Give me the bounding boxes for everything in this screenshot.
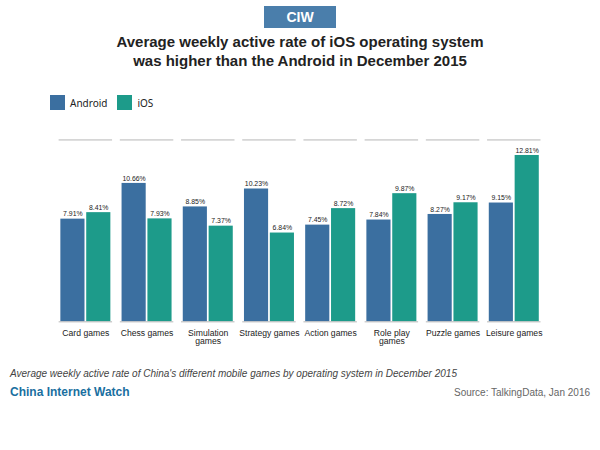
svg-text:Chess games: Chess games bbox=[121, 328, 174, 338]
html-text:Average weekly active rate of: Average weekly active rate of iOS operat… bbox=[116, 33, 484, 69]
svg-text:10.23%: 10.23% bbox=[245, 180, 268, 187]
svg-text:9.15%: 9.15% bbox=[492, 194, 512, 201]
svg-text:Leisure games: Leisure games bbox=[486, 328, 542, 338]
svg-text:12.81%: 12.81% bbox=[515, 147, 538, 154]
svg-text:7.37%: 7.37% bbox=[211, 217, 231, 224]
svg-text:6.84%: 6.84% bbox=[273, 224, 293, 231]
svg-text:9.17%: 9.17% bbox=[456, 194, 476, 201]
svg-text:Simulationgames: Simulationgames bbox=[188, 328, 228, 347]
svg-text:10.66%: 10.66% bbox=[122, 175, 145, 182]
svg-text:7.45%: 7.45% bbox=[308, 216, 328, 223]
svg-text:7.91%: 7.91% bbox=[63, 210, 83, 217]
html-text:China Internet Watch: China Internet Watch bbox=[10, 385, 130, 400]
svg-text:Action games: Action games bbox=[305, 328, 357, 338]
svg-text:7.84%: 7.84% bbox=[369, 211, 389, 218]
svg-text:Card games: Card games bbox=[62, 328, 109, 338]
svg-text:8.72%: 8.72% bbox=[334, 200, 354, 207]
html-text:iOS: iOS bbox=[137, 95, 154, 110]
svg-text:8.41%: 8.41% bbox=[89, 204, 108, 211]
html-text:Source: TalkingData, Jan 2016: Source: TalkingData, Jan 2016 bbox=[454, 387, 590, 399]
svg-text:Strategy games: Strategy games bbox=[239, 328, 299, 338]
svg-text:8.85%: 8.85% bbox=[186, 198, 206, 205]
svg-text:7.93%: 7.93% bbox=[150, 210, 170, 217]
html-text:Android: Android bbox=[70, 95, 108, 110]
svg-text:Puzzle games: Puzzle games bbox=[426, 328, 480, 338]
svg-text:Role playgames: Role playgames bbox=[374, 328, 411, 347]
svg-text:9.87%: 9.87% bbox=[395, 185, 415, 192]
html-text:CIW: CIW bbox=[286, 9, 314, 25]
html-text:Average weekly active rate of: Average weekly active rate of China's di… bbox=[10, 368, 457, 380]
svg-text:8.27%: 8.27% bbox=[430, 206, 450, 213]
